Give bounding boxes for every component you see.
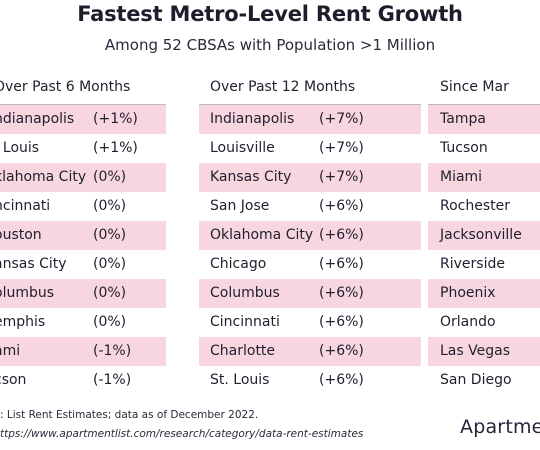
table-row: ouston (0%)	[0, 221, 166, 250]
growth-value: (+7%)	[319, 140, 364, 156]
city-name: Orlando	[440, 314, 496, 330]
city-name: San Diego	[440, 372, 512, 388]
table-row: Riverside	[428, 250, 540, 279]
city-name: . Louis	[0, 140, 40, 156]
city-name: San Jose	[210, 198, 270, 214]
growth-value: (+7%)	[319, 169, 364, 185]
city-name: Phoenix	[440, 285, 496, 301]
table-row: Chicago (+6%)	[199, 250, 421, 279]
growth-value: (0%)	[93, 285, 127, 301]
table-row: Kansas City (+7%)	[199, 163, 421, 192]
city-name: Columbus	[210, 285, 280, 301]
growth-value: (-1%)	[93, 372, 132, 388]
city-name: ami	[0, 343, 21, 359]
table-row: San Diego	[428, 366, 540, 395]
growth-value: (+6%)	[319, 343, 364, 359]
growth-value: (+6%)	[319, 372, 364, 388]
table-row: Oklahoma City (+6%)	[199, 221, 421, 250]
city-name: Louisville	[210, 140, 275, 156]
table-row: Rochester	[428, 192, 540, 221]
city-name: Jacksonville	[440, 227, 522, 243]
table-row: Miami	[428, 163, 540, 192]
growth-value: (0%)	[93, 314, 127, 330]
city-name: St. Louis	[210, 372, 270, 388]
city-name: ndianapolis	[0, 111, 75, 127]
city-name: Indianapolis	[210, 111, 295, 127]
source-url: ttps://www.apartmentlist.com/research/ca…	[0, 428, 364, 440]
city-name: Kansas City	[210, 169, 292, 185]
column-header: Over Past 12 Months	[199, 70, 421, 105]
table-row: Tampa	[428, 105, 540, 134]
growth-value: (+1%)	[93, 140, 138, 156]
table-row: . Louis (+1%)	[0, 134, 166, 163]
table-row: Phoenix	[428, 279, 540, 308]
table-row: Indianapolis (+7%)	[199, 105, 421, 134]
city-name: Tampa	[440, 111, 486, 127]
city-name: ansas City	[0, 256, 67, 272]
table-row: ansas City (0%)	[0, 250, 166, 279]
growth-value: (+6%)	[319, 314, 364, 330]
city-name: Cincinnati	[210, 314, 280, 330]
column-header: Over Past 6 Months	[0, 70, 166, 105]
table-row: emphis (0%)	[0, 308, 166, 337]
growth-value: (-1%)	[93, 343, 132, 359]
table-row: Orlando	[428, 308, 540, 337]
growth-value: (+6%)	[319, 198, 364, 214]
growth-value: (+1%)	[93, 111, 138, 127]
city-name: Riverside	[440, 256, 505, 272]
column-header: Since Mar	[428, 70, 540, 105]
growth-value: (0%)	[93, 169, 127, 185]
table-row: Columbus (+6%)	[199, 279, 421, 308]
table-row: olumbus (0%)	[0, 279, 166, 308]
chart-subtitle: Among 52 CBSAs with Population >1 Millio…	[104, 36, 436, 54]
table-row: cson (-1%)	[0, 366, 166, 395]
table-row: Tucson	[428, 134, 540, 163]
table-row: ami (-1%)	[0, 337, 166, 366]
chart-title: Fastest Metro-Level Rent Growth	[77, 2, 463, 26]
city-name: Tucson	[440, 140, 488, 156]
table-row: Cincinnati (+6%)	[199, 308, 421, 337]
column-12-months: Over Past 12 Months Indianapolis (+7%) Loui…	[199, 70, 421, 395]
table-row: Louisville (+7%)	[199, 134, 421, 163]
growth-value: (+7%)	[319, 111, 364, 127]
growth-value: (0%)	[93, 198, 127, 214]
table-row: St. Louis (+6%)	[199, 366, 421, 395]
city-name: emphis	[0, 314, 46, 330]
city-name: olumbus	[0, 285, 55, 301]
growth-value: (0%)	[93, 256, 127, 272]
growth-value: (0%)	[93, 227, 127, 243]
city-name: cson	[0, 372, 27, 388]
table-row: ndianapolis (+1%)	[0, 105, 166, 134]
source-note: : List Rent Estimates; data as of Decemb…	[0, 409, 259, 421]
column-since-march: Since Mar Tampa Tucson Miami Rochester Jackso…	[428, 70, 540, 395]
city-name: Miami	[440, 169, 483, 185]
growth-value: (+6%)	[319, 285, 364, 301]
city-name: ncinnati	[0, 198, 51, 214]
growth-value: (+6%)	[319, 227, 364, 243]
city-name: Chicago	[210, 256, 267, 272]
apartment-list-logo: Apartme	[460, 416, 540, 438]
table-row: ncinnati (0%)	[0, 192, 166, 221]
table-row: Charlotte (+6%)	[199, 337, 421, 366]
table-row: Las Vegas	[428, 337, 540, 366]
table-row: Jacksonville	[428, 221, 540, 250]
table-row: San Jose (+6%)	[199, 192, 421, 221]
city-name: Rochester	[440, 198, 510, 214]
table-row: klahoma City (0%)	[0, 163, 166, 192]
city-name: Las Vegas	[440, 343, 510, 359]
city-name: Oklahoma City	[210, 227, 314, 243]
city-name: ouston	[0, 227, 42, 243]
city-name: klahoma City	[0, 169, 87, 185]
city-name: Charlotte	[210, 343, 276, 359]
growth-value: (+6%)	[319, 256, 364, 272]
